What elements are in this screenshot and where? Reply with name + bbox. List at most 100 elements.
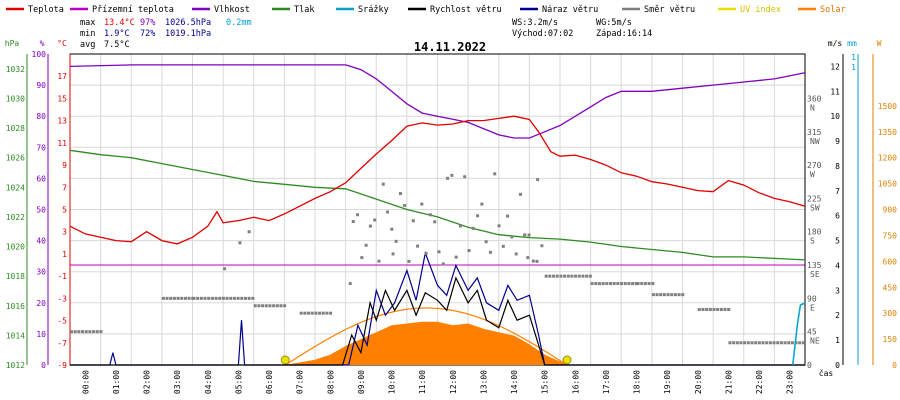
- wdir-mark: [351, 220, 355, 224]
- axis-mm-tick: 1: [851, 53, 856, 62]
- axis-x-tick: 14:00: [510, 370, 519, 394]
- wdir-mark: [257, 304, 261, 308]
- axis-ms-tick: 9: [835, 137, 840, 146]
- wdir-mark: [229, 296, 233, 300]
- wdir-mark: [716, 307, 720, 311]
- wdir-mark: [768, 341, 772, 345]
- axis-dir-tick: 135: [807, 261, 822, 270]
- wdir-mark: [214, 296, 218, 300]
- wdir-mark: [283, 304, 287, 308]
- wdir-mark: [643, 282, 647, 286]
- wdir-mark: [640, 282, 644, 286]
- axis-x-tick: 16:00: [571, 370, 580, 394]
- wdir-mark: [647, 282, 651, 286]
- wdir-mark: [403, 203, 407, 207]
- axis-ms-tick: 1: [835, 336, 840, 345]
- wdir-mark: [433, 220, 437, 224]
- wdir-mark: [218, 296, 222, 300]
- wdir-mark: [238, 241, 242, 245]
- wdir-mark: [497, 224, 501, 228]
- wdir-mark: [728, 341, 732, 345]
- wdir-mark: [428, 213, 432, 217]
- wdir-mark: [169, 296, 173, 300]
- axis-degc-tick: 3: [62, 228, 67, 237]
- wdir-mark: [597, 282, 601, 286]
- stats-avg-label: avg: [80, 40, 95, 50]
- wdir-mark: [480, 202, 484, 206]
- axis-degc-tick: 15: [57, 94, 67, 103]
- axis-x-tick: 00:00: [81, 370, 90, 394]
- wdir-mark: [609, 282, 612, 286]
- series-gust-line: [70, 250, 805, 366]
- axis-degc-unit: °C: [57, 39, 67, 48]
- wdir-mark: [471, 226, 475, 230]
- wdir-mark: [620, 282, 624, 286]
- axis-x-tick: 07:00: [296, 370, 305, 394]
- wdir-mark: [761, 341, 765, 345]
- wdir-mark: [754, 341, 758, 345]
- wdir-mark: [794, 341, 798, 345]
- wdir-mark: [536, 178, 540, 182]
- wdir-mark: [199, 296, 203, 300]
- axis-dir-label: SW: [810, 203, 820, 212]
- series-wind-line: [70, 276, 805, 366]
- wdir-mark: [360, 256, 364, 260]
- axis-x-tick: 01:00: [112, 370, 121, 394]
- axis-degc-tick: -3: [57, 294, 67, 303]
- wdir-mark: [514, 252, 518, 256]
- wdir-mark: [325, 311, 329, 315]
- wdir-mark: [318, 311, 322, 315]
- wdir-mark: [348, 282, 352, 286]
- axis-dir-label: NE: [810, 337, 820, 346]
- axis-degc-tick: 7: [62, 183, 67, 192]
- axis-x-tick: 22:00: [755, 370, 764, 394]
- legend-label-rain: Srážky: [358, 5, 389, 15]
- axis-pct-tick: 70: [36, 143, 46, 152]
- wdir-mark: [732, 341, 736, 345]
- wdir-mark: [705, 307, 709, 311]
- sunrise-marker: [280, 355, 290, 365]
- axis-x-tick: 17:00: [602, 370, 611, 394]
- axis-dir-label: E: [810, 303, 815, 312]
- plot-area: [69, 64, 806, 366]
- wdir-mark: [458, 224, 462, 228]
- wdir-mark: [552, 274, 556, 278]
- wdir-mark: [364, 243, 368, 247]
- axis-x-unit: čas: [819, 368, 834, 378]
- wdir-mark: [261, 304, 265, 308]
- axis-w-tick: 450: [883, 283, 898, 292]
- wdir-mark: [526, 256, 530, 260]
- wdir-mark: [670, 293, 674, 297]
- axis-dir-label: N: [810, 103, 815, 112]
- wdir-mark: [719, 307, 723, 311]
- wdir-mark: [708, 307, 712, 311]
- axis-ms-tick: 4: [835, 261, 840, 270]
- wdir-mark: [588, 274, 592, 278]
- solar-clear-sky-curve: [284, 307, 568, 366]
- wdir-mark: [801, 341, 805, 345]
- wdir-mark: [446, 176, 450, 180]
- axis-degc-tick: 9: [62, 161, 67, 170]
- axis-dir-label: W: [810, 170, 815, 179]
- wdir-mark: [540, 244, 544, 248]
- wdir-mark: [787, 341, 791, 345]
- wdir-mark: [746, 341, 750, 345]
- axis-dir-tick: 45: [807, 328, 817, 337]
- axis-x-tick: 04:00: [204, 370, 213, 394]
- wdir-mark: [391, 252, 395, 256]
- axis-w-tick: 150: [883, 335, 898, 344]
- wdir-mark: [501, 244, 505, 248]
- axes: hPa1032103010281026102410221020101810161…: [5, 39, 897, 394]
- wdir-mark: [307, 311, 311, 315]
- wdir-mark: [631, 282, 635, 286]
- axis-w-tick: 300: [883, 309, 898, 318]
- wdir-mark: [251, 296, 255, 300]
- legend-label-wind: Rychlost větru: [430, 5, 502, 15]
- wdir-mark: [70, 330, 73, 334]
- legend-label-solar: Solar: [820, 5, 846, 15]
- wdir-mark: [510, 235, 514, 239]
- wdir-mark: [594, 282, 598, 286]
- wdir-mark: [506, 214, 510, 218]
- axis-x-tick: 23:00: [786, 370, 795, 394]
- stats-max-rain: 0.2mm: [226, 18, 252, 28]
